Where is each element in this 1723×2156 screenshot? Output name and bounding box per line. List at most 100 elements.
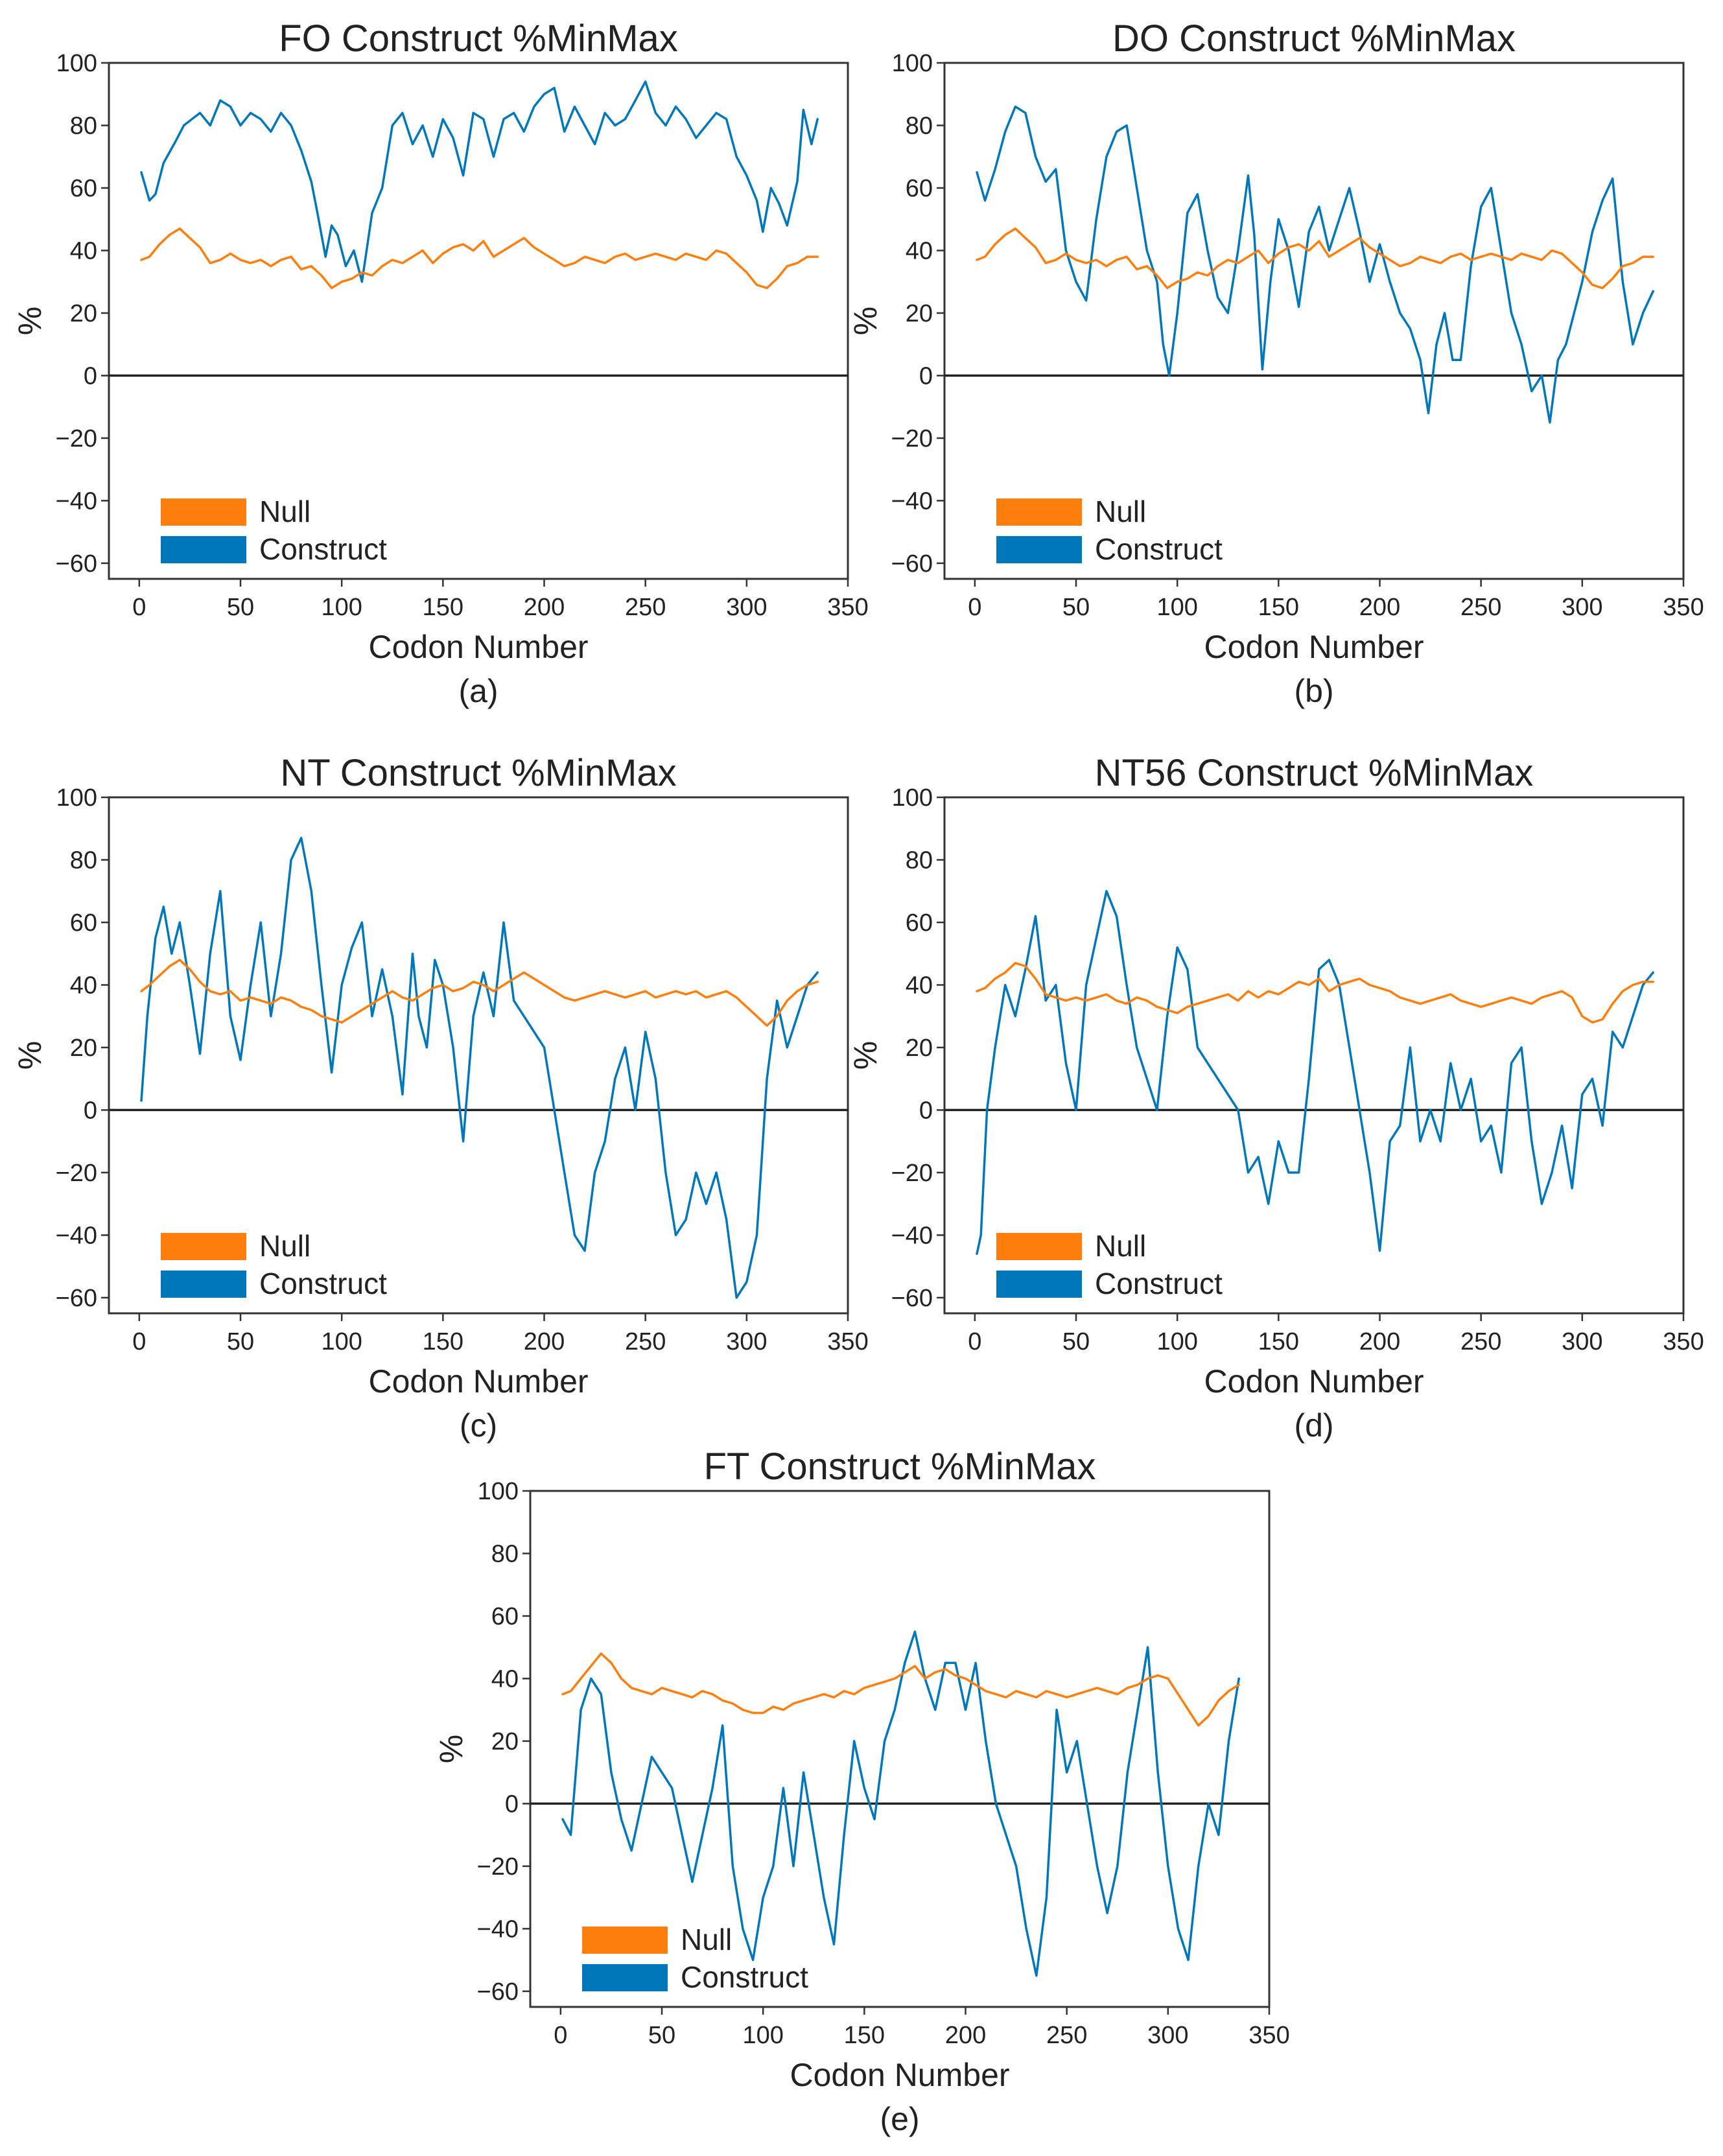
y-axis-label: % [12, 1041, 48, 1070]
y-tick-label: −20 [891, 1160, 933, 1187]
legend-swatch-construct [161, 1271, 246, 1298]
x-tick-label: 0 [968, 594, 981, 621]
series-line-null [561, 1652, 1240, 1727]
series-line-construct [140, 836, 819, 1299]
x-tick-label: 100 [742, 2022, 783, 2049]
legend-label-construct: Construct [1095, 532, 1223, 566]
x-tick-label: 250 [625, 594, 666, 621]
y-tick-label: 80 [70, 112, 97, 139]
x-tick-label: 200 [1359, 1328, 1400, 1355]
x-tick-label: 350 [827, 594, 868, 621]
x-tick-label: 200 [524, 1328, 565, 1355]
x-tick-label: 50 [227, 594, 254, 621]
x-axis-label: Codon Number [368, 1363, 588, 1400]
chart-panel-a: FO Construct %MinMax100806040200−20−40−6… [12, 18, 869, 709]
y-tick-label: −20 [477, 1853, 519, 1881]
x-axis-label: Codon Number [790, 2057, 1009, 2093]
y-tick-label: 100 [56, 50, 97, 77]
x-tick-label: 100 [321, 1328, 362, 1355]
y-tick-label: 40 [906, 237, 933, 264]
x-tick-label: 50 [1062, 1328, 1090, 1355]
y-tick-label: 80 [906, 112, 933, 139]
x-tick-label: 250 [1460, 1328, 1501, 1355]
x-tick-label: 150 [1258, 594, 1299, 621]
chart-panel-e: FT Construct %MinMax100806040200−20−40−6… [433, 1446, 1290, 2137]
panel-caption: (d) [1294, 1407, 1333, 1444]
legend-label-construct: Construct [259, 1267, 387, 1300]
x-tick-label: 100 [321, 594, 362, 621]
y-tick-label: 60 [70, 909, 97, 937]
series-line-null [976, 227, 1654, 290]
panel-caption: (c) [460, 1407, 497, 1444]
y-tick-label: 0 [919, 1097, 933, 1124]
x-tick-label: 200 [524, 594, 565, 621]
chart-title: FT Construct %MinMax [704, 1446, 1096, 1488]
y-tick-label: −40 [891, 487, 933, 515]
plot-frame [529, 1490, 1271, 2008]
x-tick-label: 350 [827, 1328, 868, 1355]
y-tick-label: 60 [906, 909, 933, 937]
x-axis-label: Codon Number [368, 629, 588, 665]
series-line-construct [140, 80, 819, 283]
legend-swatch-construct [996, 1271, 1082, 1298]
x-tick-label: 250 [625, 1328, 666, 1355]
y-tick-label: 60 [906, 175, 933, 202]
x-tick-label: 150 [844, 2022, 885, 2049]
series-line-construct [976, 889, 1654, 1256]
legend-swatch-null [161, 1233, 246, 1260]
y-tick-label: 20 [906, 300, 933, 327]
y-tick-label: 100 [478, 1478, 519, 1505]
y-axis-label: % [433, 1735, 469, 1763]
y-tick-label: 20 [906, 1035, 933, 1062]
legend-swatch-null [996, 1233, 1082, 1260]
y-tick-label: −20 [891, 425, 933, 452]
x-tick-label: 200 [1359, 594, 1400, 621]
x-tick-label: 0 [132, 594, 146, 621]
chart-panel-b: DO Construct %MinMax100806040200−20−40−6… [847, 18, 1704, 709]
y-tick-label: 60 [491, 1603, 519, 1630]
x-tick-label: 50 [648, 2022, 675, 2049]
y-tick-label: 60 [70, 175, 97, 202]
x-tick-label: 150 [423, 594, 463, 621]
x-tick-label: 100 [1156, 1328, 1197, 1355]
chart-title: NT56 Construct %MinMax [1095, 752, 1534, 794]
y-tick-label: 80 [906, 847, 933, 874]
y-axis-label: % [847, 307, 884, 335]
x-tick-label: 300 [726, 594, 767, 621]
y-tick-label: 40 [70, 972, 97, 999]
legend-swatch-null [582, 1927, 668, 1954]
chart-panel-c: NT Construct %MinMax100806040200−20−40−6… [12, 752, 869, 1444]
y-tick-label: 0 [84, 362, 97, 390]
series-line-null [140, 227, 819, 290]
y-axis-label: % [12, 307, 48, 335]
y-tick-label: 40 [906, 972, 933, 999]
legend-swatch-null [161, 498, 246, 526]
legend-label-construct: Construct [681, 1960, 808, 1994]
y-tick-label: 80 [70, 847, 97, 874]
y-tick-label: −20 [56, 425, 97, 452]
x-tick-label: 350 [1663, 594, 1704, 621]
y-tick-label: 100 [892, 784, 933, 812]
x-axis-label: Codon Number [1204, 1363, 1424, 1400]
y-tick-label: 20 [70, 300, 97, 327]
plot-frame [108, 62, 849, 580]
x-tick-label: 0 [554, 2022, 567, 2049]
y-tick-label: 0 [919, 362, 933, 390]
y-tick-label: 40 [491, 1665, 519, 1693]
panel-caption: (a) [458, 673, 498, 709]
y-tick-label: −40 [477, 1916, 519, 1943]
x-axis-label: Codon Number [1204, 629, 1424, 665]
y-tick-label: −20 [56, 1160, 97, 1187]
chart-title: NT Construct %MinMax [280, 752, 676, 794]
x-tick-label: 350 [1663, 1328, 1704, 1355]
x-tick-label: 300 [1562, 594, 1602, 621]
y-tick-label: −40 [56, 487, 97, 515]
y-tick-label: 100 [56, 784, 97, 812]
x-tick-label: 50 [1062, 594, 1090, 621]
legend-swatch-null [996, 498, 1082, 526]
x-tick-label: 0 [132, 1328, 146, 1355]
y-tick-label: −60 [891, 1285, 933, 1312]
y-tick-label: 20 [70, 1035, 97, 1062]
plot-frame [943, 796, 1685, 1315]
